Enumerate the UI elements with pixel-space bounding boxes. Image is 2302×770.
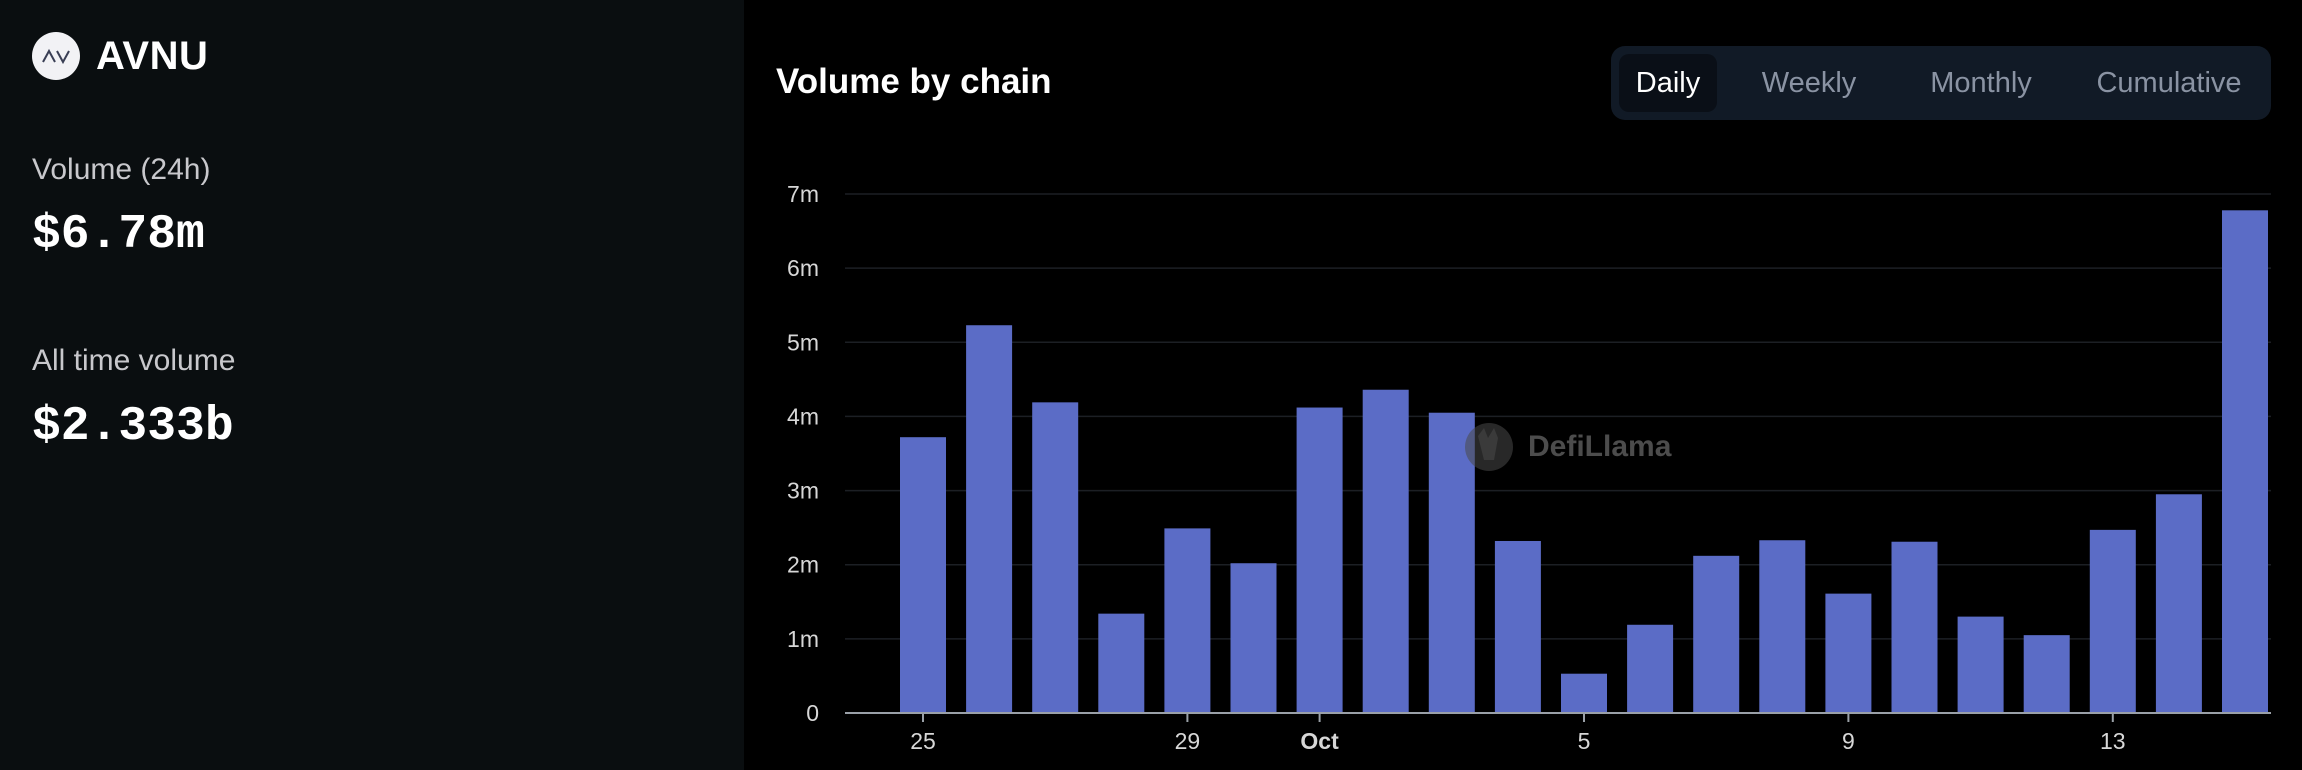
defillama-watermark: DefiLlama bbox=[1464, 414, 1671, 480]
bar-sep-25 bbox=[900, 437, 946, 713]
y-tick-label: 1m bbox=[787, 626, 819, 652]
bar-oct-2 bbox=[1362, 389, 1409, 713]
x-tick-label: 29 bbox=[1175, 728, 1201, 754]
bar-oct-1 bbox=[1296, 407, 1343, 713]
all-time-volume-value: $2.333b bbox=[32, 400, 234, 454]
bar-oct-11 bbox=[1957, 616, 2004, 713]
bar-oct-7 bbox=[1693, 555, 1740, 713]
protocol-name: AVNU bbox=[96, 33, 209, 78]
bar-oct-3 bbox=[1428, 412, 1475, 713]
y-tick-label: 7m bbox=[787, 181, 819, 207]
avnu-logo-glyph bbox=[42, 48, 70, 64]
y-tick-label: 5m bbox=[787, 329, 819, 355]
x-tick-label: 9 bbox=[1842, 728, 1855, 754]
bar-oct-10 bbox=[1891, 541, 1938, 713]
chart-title: Volume by chain bbox=[776, 62, 1052, 101]
tab-daily[interactable]: Daily bbox=[1619, 54, 1717, 112]
tab-weekly[interactable]: Weekly bbox=[1761, 66, 1857, 99]
bar-sep-28 bbox=[1098, 613, 1145, 713]
y-tick-label: 2m bbox=[787, 552, 819, 578]
avnu-logo-icon bbox=[32, 32, 80, 80]
volume-24h-value: $6.78m bbox=[32, 208, 205, 262]
bar-sep-27 bbox=[1032, 402, 1079, 713]
llama-watermark-icon bbox=[1465, 423, 1513, 471]
x-tick-label: 5 bbox=[1578, 728, 1591, 754]
bar-oct-12 bbox=[2023, 635, 2070, 713]
protocol-summary-panel: AVNU Volume (24h) $6.78m All time volume… bbox=[0, 0, 744, 770]
x-tick-label: 13 bbox=[2100, 728, 2126, 754]
x-tick-label: 25 bbox=[910, 728, 936, 754]
watermark-text: DefiLlama bbox=[1528, 430, 1672, 463]
bar-oct-13 bbox=[2089, 529, 2136, 713]
tab-cumulative[interactable]: Cumulative bbox=[2096, 66, 2242, 99]
chart-panel: Volume by chain Daily Weekly Monthly Cum… bbox=[744, 0, 2302, 770]
bar-oct-8 bbox=[1759, 540, 1806, 713]
bar-sep-26 bbox=[966, 325, 1013, 713]
bar-sep-29 bbox=[1164, 528, 1211, 713]
volume-24h-label: Volume (24h) bbox=[32, 153, 211, 186]
bar-oct-9 bbox=[1825, 593, 1872, 713]
bar-oct-4 bbox=[1494, 540, 1541, 713]
volume-bar-chart: 0 1m 2m 3m 4m 5m 6m 7m 25 29 Oct 5 9 13 bbox=[787, 181, 2271, 754]
y-tick-label: 0 bbox=[806, 700, 819, 726]
bar-oct-14 bbox=[2155, 494, 2202, 713]
tab-monthly[interactable]: Monthly bbox=[1930, 66, 2032, 99]
x-tick-label: Oct bbox=[1300, 728, 1339, 754]
bar-oct-6 bbox=[1627, 624, 1674, 713]
bar-sep-30 bbox=[1230, 563, 1277, 713]
all-time-volume-label: All time volume bbox=[32, 344, 236, 377]
protocol-brand: AVNU bbox=[32, 32, 208, 80]
period-tabs: Daily Weekly Monthly Cumulative bbox=[1611, 46, 2271, 120]
y-tick-label: 4m bbox=[787, 403, 819, 429]
bar-oct-15 bbox=[2222, 210, 2268, 713]
bar-oct-5 bbox=[1561, 673, 1607, 713]
y-tick-label: 3m bbox=[787, 478, 819, 504]
y-tick-label: 6m bbox=[787, 255, 819, 281]
